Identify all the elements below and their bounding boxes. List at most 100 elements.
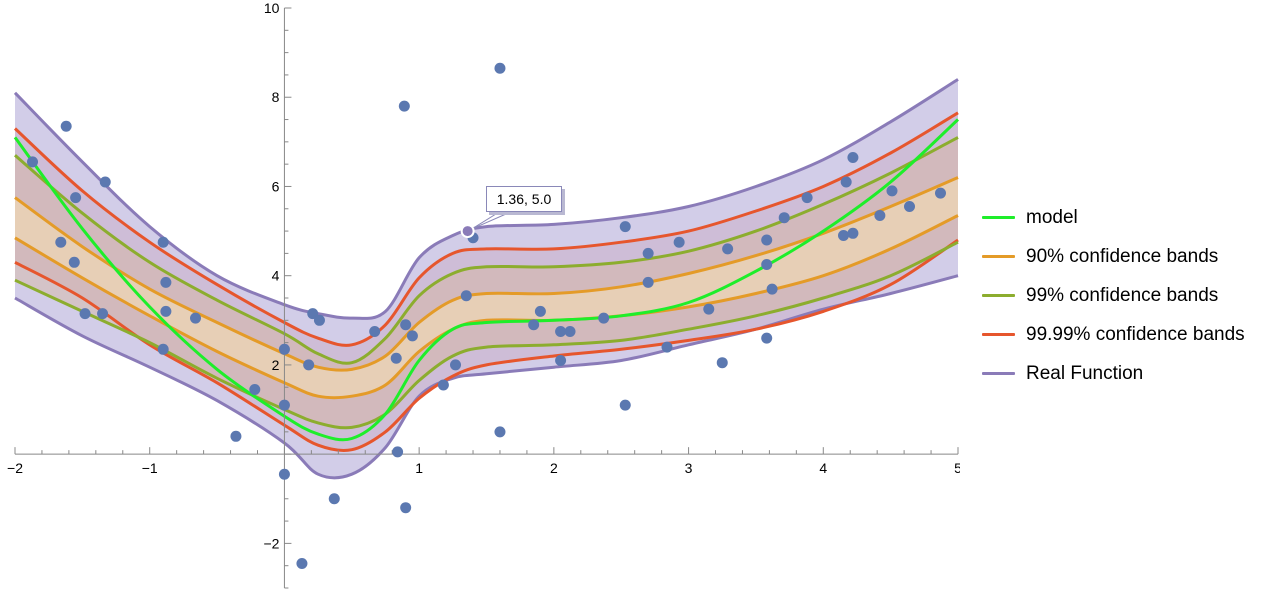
data-point xyxy=(840,176,852,188)
data-point xyxy=(904,201,916,213)
data-point xyxy=(761,259,773,271)
x-tick-label: 3 xyxy=(685,460,693,476)
data-point xyxy=(642,276,654,288)
data-point xyxy=(766,283,778,295)
data-point xyxy=(673,236,685,248)
data-point xyxy=(157,236,169,248)
data-point xyxy=(68,256,80,268)
y-tick-label: −2 xyxy=(263,535,279,551)
data-point xyxy=(460,290,472,302)
data-point xyxy=(27,156,39,168)
legend-swatch-9999-confidence xyxy=(982,333,1015,336)
band-line-99-99-confidence-bands-upper xyxy=(13,111,959,347)
data-point xyxy=(369,325,381,337)
data-point xyxy=(99,176,111,188)
data-point xyxy=(160,305,172,317)
data-point xyxy=(400,502,412,514)
data-point xyxy=(70,192,82,204)
axes-layer: −2 −1 1 2 3 4 5 −2 2 4 6 8 10 xyxy=(7,0,960,589)
data-point xyxy=(716,357,728,369)
point-tooltip: 1.36, 5.0 xyxy=(486,186,564,214)
data-point xyxy=(661,341,673,353)
legend-swatch-real-function xyxy=(982,372,1015,375)
data-point xyxy=(278,343,290,355)
data-point xyxy=(847,151,859,163)
x-tick-label: −2 xyxy=(7,460,23,476)
data-point xyxy=(555,354,567,366)
series-line-model xyxy=(13,118,960,442)
data-point xyxy=(564,325,576,337)
data-point xyxy=(642,247,654,259)
y-tick-label: 10 xyxy=(264,0,280,16)
data-point xyxy=(249,383,261,395)
data-point xyxy=(97,308,109,320)
data-point xyxy=(847,227,859,239)
band-fill-real-function xyxy=(15,79,958,478)
y-tick-label: 6 xyxy=(272,178,280,194)
data-point xyxy=(398,100,410,112)
data-point xyxy=(528,319,540,331)
band-line-real-function-upper xyxy=(13,78,959,320)
data-point xyxy=(303,359,315,371)
data-point xyxy=(230,430,242,442)
legend-label: 99.99% confidence bands xyxy=(1026,323,1245,345)
data-point xyxy=(778,212,790,224)
data-point xyxy=(874,209,886,221)
legend-item-9999-confidence: 99.99% confidence bands xyxy=(982,315,1245,354)
data-point xyxy=(494,62,506,74)
legend-label: 99% confidence bands xyxy=(1026,284,1219,306)
data-point xyxy=(328,493,340,505)
data-point xyxy=(157,343,169,355)
data-point xyxy=(55,236,67,248)
chart-plot: −2 −1 1 2 3 4 5 −2 2 4 6 8 10 xyxy=(7,0,960,589)
data-point xyxy=(934,187,946,199)
data-point xyxy=(392,446,404,458)
data-point xyxy=(160,276,172,288)
x-tick-label: 1 xyxy=(415,460,423,476)
legend-item-90-confidence: 90% confidence bands xyxy=(982,237,1245,276)
data-point xyxy=(406,330,418,342)
x-tick-label: 5 xyxy=(954,460,960,476)
data-point xyxy=(307,308,319,320)
chart-legend: model 90% confidence bands 99% confidenc… xyxy=(982,198,1245,393)
highlighted-point[interactable] xyxy=(460,224,475,239)
data-point xyxy=(886,185,898,197)
data-point xyxy=(534,305,546,317)
y-tick-label: 8 xyxy=(272,89,280,105)
data-point xyxy=(60,120,72,132)
x-tick-label: 4 xyxy=(819,460,827,476)
tooltip-pointer xyxy=(471,213,507,230)
legend-label: Real Function xyxy=(1026,362,1144,384)
data-point xyxy=(450,359,462,371)
data-point xyxy=(278,399,290,411)
y-tick-label: 2 xyxy=(272,357,280,373)
data-point xyxy=(619,399,631,411)
data-point xyxy=(190,312,202,324)
data-point xyxy=(79,308,91,320)
data-point xyxy=(278,468,290,480)
data-point xyxy=(722,243,734,255)
legend-swatch-99-confidence xyxy=(982,294,1015,297)
legend-label: 90% confidence bands xyxy=(1026,245,1219,267)
data-point xyxy=(390,352,402,364)
data-points-layer xyxy=(27,62,946,569)
legend-swatch-model xyxy=(982,216,1015,219)
band-line-99-confidence-bands-lower xyxy=(14,240,959,430)
legend-label: model xyxy=(1026,206,1078,228)
data-point xyxy=(437,379,449,391)
data-point xyxy=(313,314,325,326)
legend-swatch-90-confidence xyxy=(982,255,1015,258)
band-line-99-confidence-bands-upper xyxy=(14,136,959,365)
x-tick-label: 2 xyxy=(550,460,558,476)
x-tick-label: −1 xyxy=(142,460,158,476)
band-fill-90-confidence-bands xyxy=(15,177,958,398)
data-point xyxy=(761,332,773,344)
data-point xyxy=(761,234,773,246)
y-tick-label: 4 xyxy=(272,268,280,284)
data-point xyxy=(619,221,631,233)
data-point xyxy=(296,557,308,569)
data-point xyxy=(837,230,849,242)
data-point xyxy=(400,319,412,331)
tooltip-label: 1.36, 5.0 xyxy=(486,186,562,212)
data-point xyxy=(598,312,610,324)
